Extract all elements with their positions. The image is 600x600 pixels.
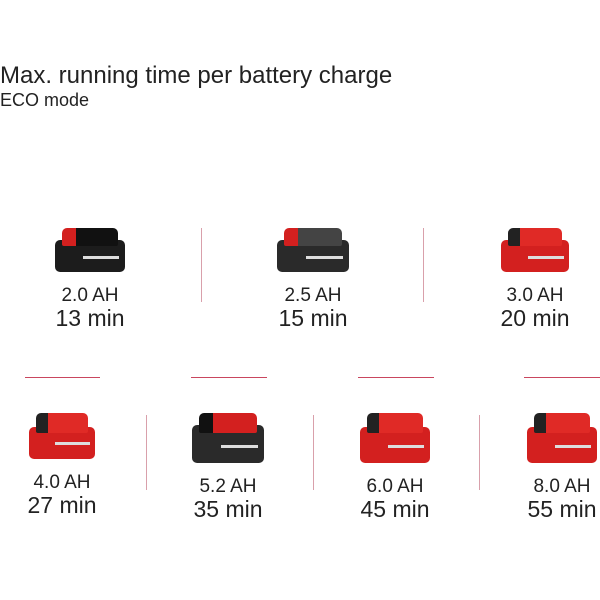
battery-item: 5.2 AH 35 min xyxy=(153,413,303,521)
battery-capacity: 4.0 AH xyxy=(33,472,91,493)
battery-item: 2.0 AH 13 min xyxy=(15,228,165,330)
battery-runtime: 45 min xyxy=(360,496,430,522)
battery-6-0-image xyxy=(360,413,430,463)
divider xyxy=(524,377,600,378)
divider xyxy=(146,415,147,490)
divider xyxy=(201,228,202,302)
battery-5-2-image xyxy=(192,413,264,463)
battery-runtime: 15 min xyxy=(278,305,348,331)
battery-2-5-image xyxy=(277,228,349,272)
page-subtitle: ECO mode xyxy=(0,90,90,110)
battery-item: 8.0 AH 55 min xyxy=(487,413,600,521)
battery-4-0-image xyxy=(29,413,95,459)
page-title: Max. running time per battery charge xyxy=(0,62,393,89)
battery-item: 4.0 AH 27 min xyxy=(0,413,137,517)
battery-runtime: 27 min xyxy=(27,492,97,518)
battery-capacity: 5.2 AH xyxy=(199,476,257,497)
battery-8-0-image xyxy=(527,413,597,463)
battery-2-0-image xyxy=(55,228,125,272)
battery-capacity: 2.5 AH xyxy=(284,285,342,306)
battery-capacity: 3.0 AH xyxy=(506,285,564,306)
battery-item: 3.0 AH 20 min xyxy=(460,228,600,330)
battery-runtime: 20 min xyxy=(500,305,570,331)
battery-runtime: 13 min xyxy=(55,305,125,331)
divider xyxy=(25,377,100,378)
battery-3-0-image xyxy=(501,228,569,272)
battery-capacity: 8.0 AH xyxy=(533,476,591,497)
divider xyxy=(358,377,434,378)
divider xyxy=(191,377,267,378)
battery-runtime: 35 min xyxy=(193,496,263,522)
battery-item: 6.0 AH 45 min xyxy=(320,413,470,521)
divider xyxy=(479,415,480,490)
battery-runtime: 55 min xyxy=(527,496,597,522)
battery-capacity: 6.0 AH xyxy=(366,476,424,497)
divider xyxy=(423,228,424,302)
battery-item: 2.5 AH 15 min xyxy=(238,228,388,330)
battery-capacity: 2.0 AH xyxy=(61,285,119,306)
divider xyxy=(313,415,314,490)
